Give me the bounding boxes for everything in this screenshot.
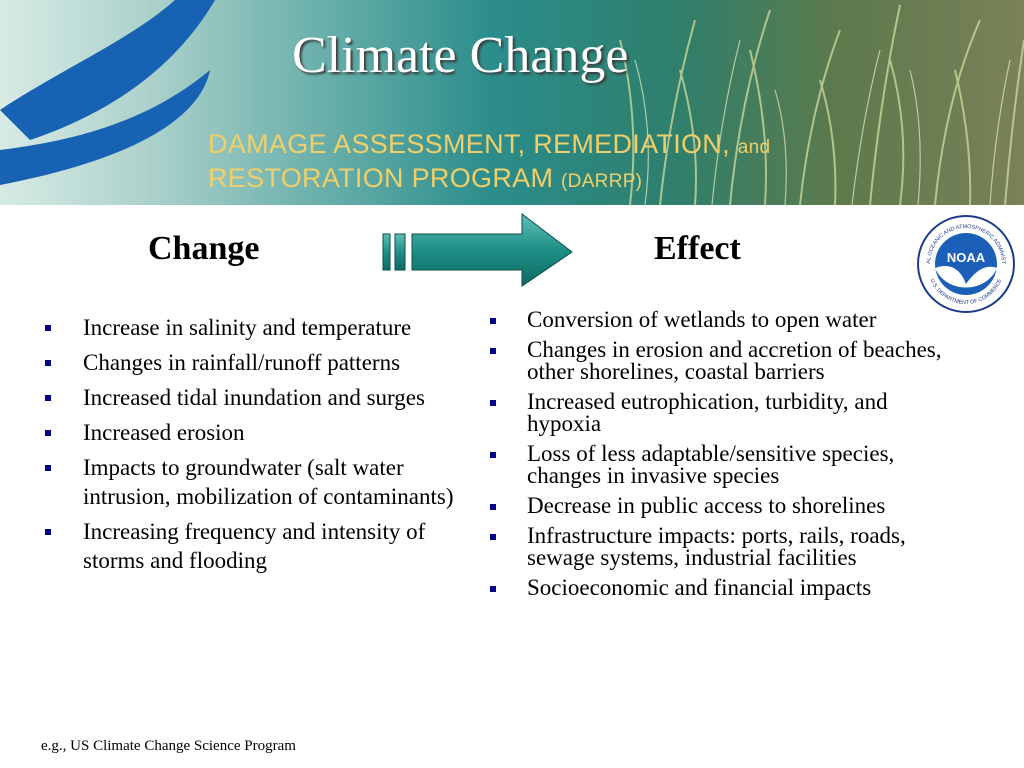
list-item: Increased eutrophication, turbidity, and… [489, 390, 959, 435]
list-item: Decrease in public access to shorelines [489, 494, 959, 517]
bullet-icon [45, 360, 51, 366]
effect-list: Conversion of wetlands to open water Cha… [489, 308, 959, 607]
bullet-icon [45, 465, 51, 471]
list-item: Socioeconomic and financial impacts [489, 576, 959, 599]
change-list: Increase in salinity and temperature Cha… [44, 313, 454, 581]
bullet-icon [490, 534, 496, 540]
program-name: DAMAGE ASSESSMENT, REMEDIATION, and REST… [208, 128, 770, 196]
right-arrow-icon [382, 212, 573, 287]
noaa-bird-graphic [0, 0, 215, 185]
list-item: Impacts to groundwater (salt water intru… [44, 453, 454, 511]
list-item: Changes in erosion and accretion of beac… [489, 338, 959, 383]
program-line-2: RESTORATION PROGRAM (DARRP) [208, 162, 643, 193]
grass-background-image [619, 4, 1024, 205]
list-item: Increased erosion [44, 418, 454, 447]
list-item: Increase in salinity and temperature [44, 313, 454, 342]
list-item: Changes in rainfall/runoff patterns [44, 348, 454, 377]
bullet-icon [45, 529, 51, 535]
bullet-icon [490, 452, 496, 458]
logo-center-text: NOAA [947, 250, 986, 265]
bullet-icon [45, 430, 51, 436]
list-item: Conversion of wetlands to open water [489, 308, 959, 331]
bullet-icon [490, 400, 496, 406]
list-item: Increasing frequency and intensity of st… [44, 517, 454, 575]
bullet-icon [490, 504, 496, 510]
header-banner: Climate Change DAMAGE ASSESSMENT, REMEDI… [0, 0, 1024, 205]
effect-heading: Effect [654, 230, 741, 267]
list-item: Loss of less adaptable/sensitive species… [489, 442, 959, 487]
bullet-icon [490, 318, 496, 324]
bullet-icon [490, 586, 496, 592]
slide-title: Climate Change [292, 27, 629, 84]
footnote: e.g., US Climate Change Science Program [41, 738, 296, 754]
change-heading: Change [148, 230, 260, 267]
bullet-icon [45, 395, 51, 401]
list-item: Infrastructure impacts: ports, rails, ro… [489, 524, 959, 569]
program-line-1: DAMAGE ASSESSMENT, REMEDIATION, and [208, 129, 771, 159]
list-item: Increased tidal inundation and surges [44, 383, 454, 412]
bullet-icon [490, 348, 496, 354]
noaa-logo-icon: NOAA NATIONAL OCEANIC AND ATMOSPHERIC AD… [916, 214, 1015, 313]
bullet-icon [45, 325, 51, 331]
